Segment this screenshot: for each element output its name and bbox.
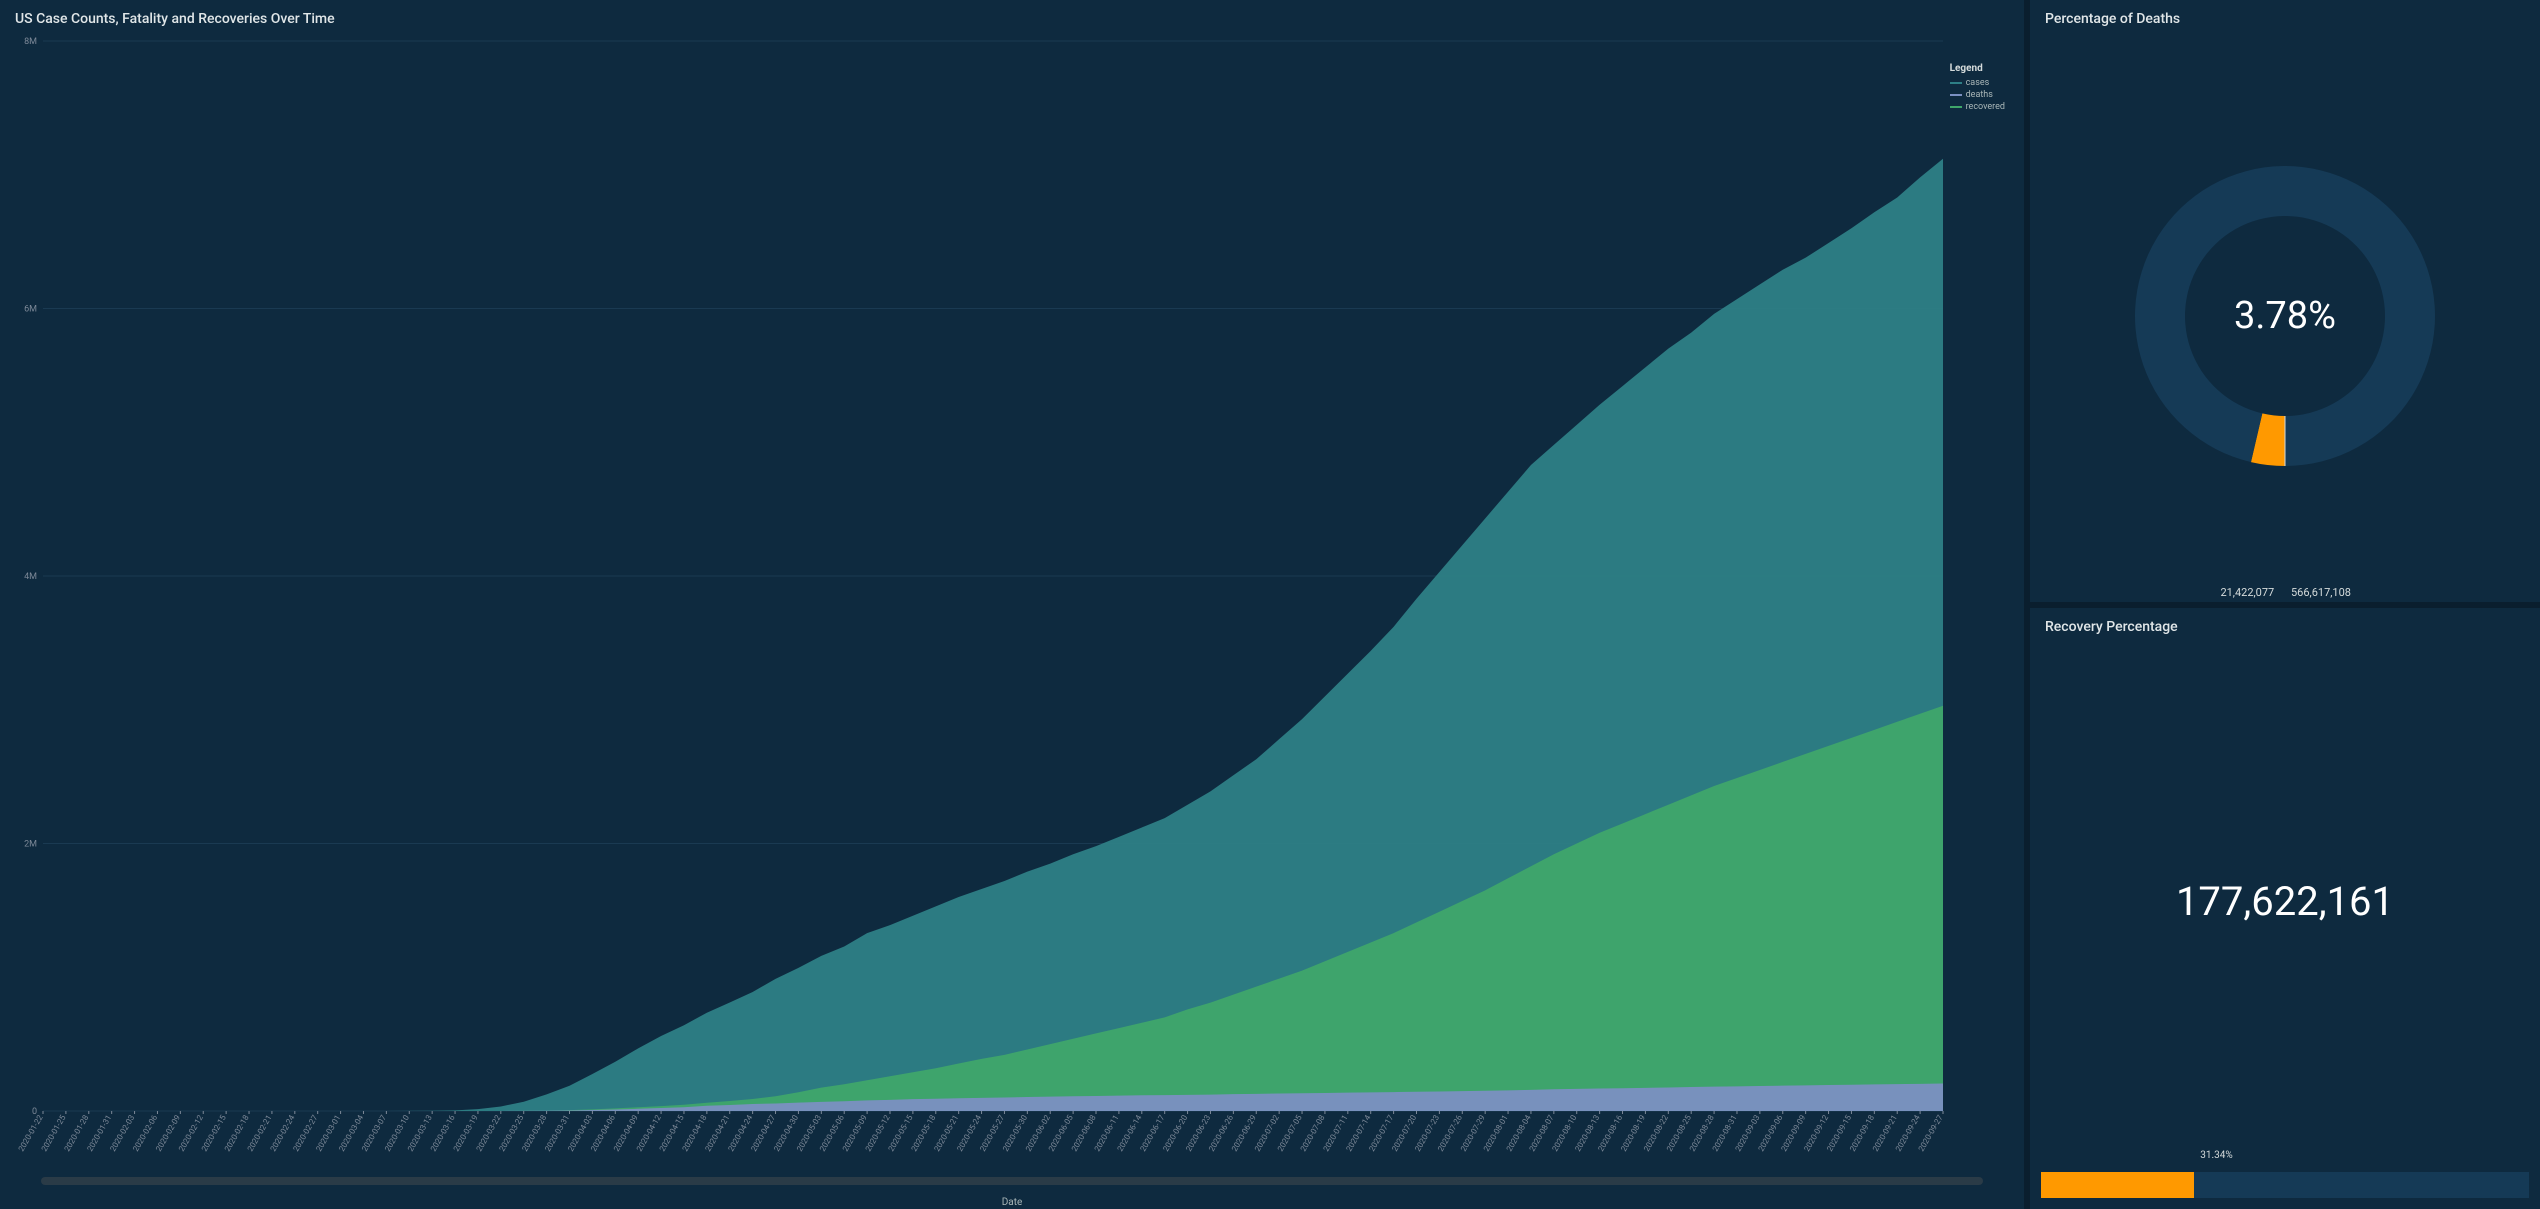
area-chart-title: US Case Counts, Fatality and Recoveries … xyxy=(1,1,2023,31)
legend-item[interactable]: deaths xyxy=(1950,90,2005,100)
kpi-value: 177,622,161 xyxy=(2176,878,2394,925)
panel-area-chart: US Case Counts, Fatality and Recoveries … xyxy=(0,0,2024,1209)
svg-text:2M: 2M xyxy=(24,840,37,850)
svg-text:8M: 8M xyxy=(24,37,37,47)
progress-label: 31.34% xyxy=(2200,1150,2232,1161)
panel-recovery: Recovery Percentage 177,622,161 31.34% xyxy=(2030,608,2540,1209)
legend-title: Legend xyxy=(1950,63,2005,74)
panel-donut: Percentage of Deaths 3.78% 21,422,077 56… xyxy=(2030,0,2540,602)
donut-slice-label-0: 21,422,077 xyxy=(2220,586,2274,599)
svg-text:4M: 4M xyxy=(24,572,37,582)
x-axis-label: Date xyxy=(1,1197,2023,1208)
svg-text:6M: 6M xyxy=(24,305,37,315)
area-chart-svg: 02M4M6M8M2020-01-222020-01-252020-01-282… xyxy=(1,31,2023,1171)
donut-title: Percentage of Deaths xyxy=(2031,1,2539,31)
horizontal-scrollbar[interactable] xyxy=(41,1177,1983,1185)
kpi-wrap: 177,622,161 xyxy=(2031,639,2539,1165)
recovery-title: Recovery Percentage xyxy=(2031,609,2539,639)
dashboard: US Case Counts, Fatality and Recoveries … xyxy=(0,0,2540,1209)
legend-item[interactable]: cases xyxy=(1950,78,2005,88)
area-chart-body: 02M4M6M8M2020-01-222020-01-252020-01-282… xyxy=(1,31,2023,1171)
donut-center-label: 3.78% xyxy=(2234,294,2336,338)
legend: Legend cases deaths recovered xyxy=(1944,59,2011,118)
progress-bar xyxy=(2041,1172,2529,1198)
progress-bar-fill xyxy=(2041,1172,2194,1198)
donut-wrap: 3.78% 21,422,077 566,617,108 xyxy=(2031,31,2539,601)
legend-item[interactable]: recovered xyxy=(1950,102,2005,112)
donut-slice-label-1: 566,617,108 xyxy=(2291,586,2351,599)
